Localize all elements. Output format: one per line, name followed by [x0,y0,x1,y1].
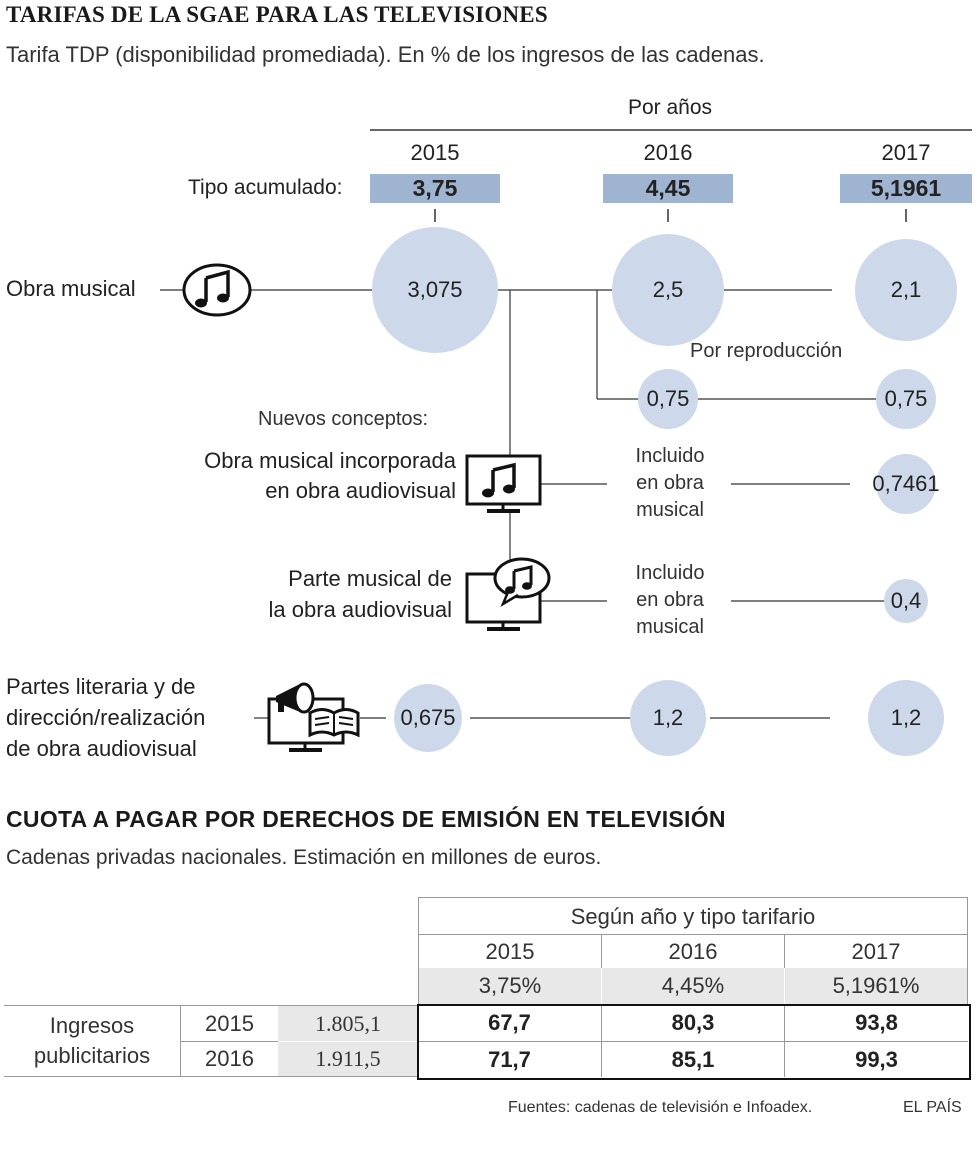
obra-value-2015: 3,075 [407,277,463,302]
row-2015-value-2016: 80,3 [601,1005,784,1041]
tv-megaphone-book-icon [267,682,360,752]
circle-parte-2017 [884,579,928,623]
row-group-label: Ingresos publicitarios [4,1005,180,1077]
row-2016-year: 2016 [180,1041,278,1077]
tipo-label: Tipo acumulado: [188,176,343,199]
row-2015-value-2015: 67,7 [488,1010,531,1035]
literaria-value-2015: 0,675 [400,705,456,730]
parte-label-2: la obra audiovisual [268,597,452,622]
circle-incorporada-2017 [876,454,936,514]
years-header: Por años [627,96,713,119]
table-year-2016: 2016 [601,934,784,968]
circle-literaria-2016 [630,680,706,756]
literaria-value-2016: 1,2 [652,705,684,730]
literaria-label-3: de obra audiovisual [6,736,197,761]
parte-2016: Incluido en obra musical [635,562,705,638]
circle-obra-2015 [372,227,498,353]
circle-repro-2017 [876,369,936,429]
brand: EL PAÍS [903,1099,962,1116]
year-2016: 2016 [643,140,693,165]
row-2015-value-2017: 93,8 [784,1005,968,1041]
incorporada-label-2: en obra audiovisual [265,478,456,503]
circle-literaria-2017 [868,680,944,756]
nuevos-conceptos-label: Nuevos conceptos: [258,408,429,430]
table-rate-2016: 4,45% [601,968,784,1004]
row-2016-value-2016: 85,1 [601,1041,784,1077]
year-2015: 2015 [410,140,460,165]
table-year-2015: 2015 [418,934,601,968]
tipo-bar-2015 [370,174,500,203]
row-2015-ingresos: 1.805,1 [278,1005,418,1041]
tipo-value-2016: 4,45 [645,175,691,201]
circle-literaria-2015 [394,684,462,752]
incorporada-2016: Incluido en obra musical [635,445,705,521]
row-2016-ingresos: 1.911,5 [278,1041,418,1077]
row-2016-value-2017: 99,3 [784,1041,968,1077]
diagram-title: TARIFAS DE LA SGAE PARA LAS TELEVISIONES [6,2,548,27]
table-rate-2017: 5,1961% [784,968,968,1004]
tv-music-speech-icon [465,557,551,631]
circle-obra-2017 [855,239,957,341]
literaria-label-2: dirección/realización [6,705,206,730]
row-2016-value-2015: 71,7 [418,1041,601,1077]
tipo-bar-2016 [603,174,733,203]
table-year-2017: 2017 [784,934,968,968]
parte-label-1: Parte musical de [288,566,452,591]
incorporada-value-2017: 0,7461 [872,471,940,496]
table-rate-2015: 3,75% [418,968,601,1004]
incorporada-label-1: Obra musical incorporada [204,448,456,473]
tv-music-icon [465,454,542,513]
table-subtitle: Cadenas privadas nacionales. Estimación … [6,846,602,869]
obra-value-2017: 2,1 [890,277,922,302]
circle-obra-2016 [612,234,724,346]
repro-value-2017: 0,75 [884,386,928,411]
literaria-value-2017: 1,2 [890,705,922,730]
tipo-value-2017: 5,1961 [870,175,942,201]
values-highlight-box [417,1004,971,1080]
group-header: Según año y tipo tarifario [418,897,968,935]
tipo-bar-2017 [840,174,972,203]
table-title: CUOTA A PAGAR POR DERECHOS DE EMISIÓN EN… [6,806,726,832]
obra-value-2016: 2,5 [652,277,684,302]
circle-repro-2016 [638,369,698,429]
obra-musical-label: Obra musical [6,276,136,301]
diagram-subtitle: Tarifa TDP (disponibilidad promediada). … [6,42,765,67]
parte-value-2017: 0,4 [890,588,922,613]
repro-value-2016: 0,75 [646,386,690,411]
literaria-label-1: Partes literaria y de [6,674,196,699]
tariff-diagram [160,129,972,756]
music-note-icon [182,263,252,317]
sources: Fuentes: cadenas de televisión e Infoade… [508,1099,813,1116]
por-reproduccion-label: Por reproducción [690,340,843,362]
year-2017: 2017 [881,140,931,165]
row-2015-year: 2015 [180,1005,278,1041]
tipo-value-2015: 3,75 [412,175,458,201]
